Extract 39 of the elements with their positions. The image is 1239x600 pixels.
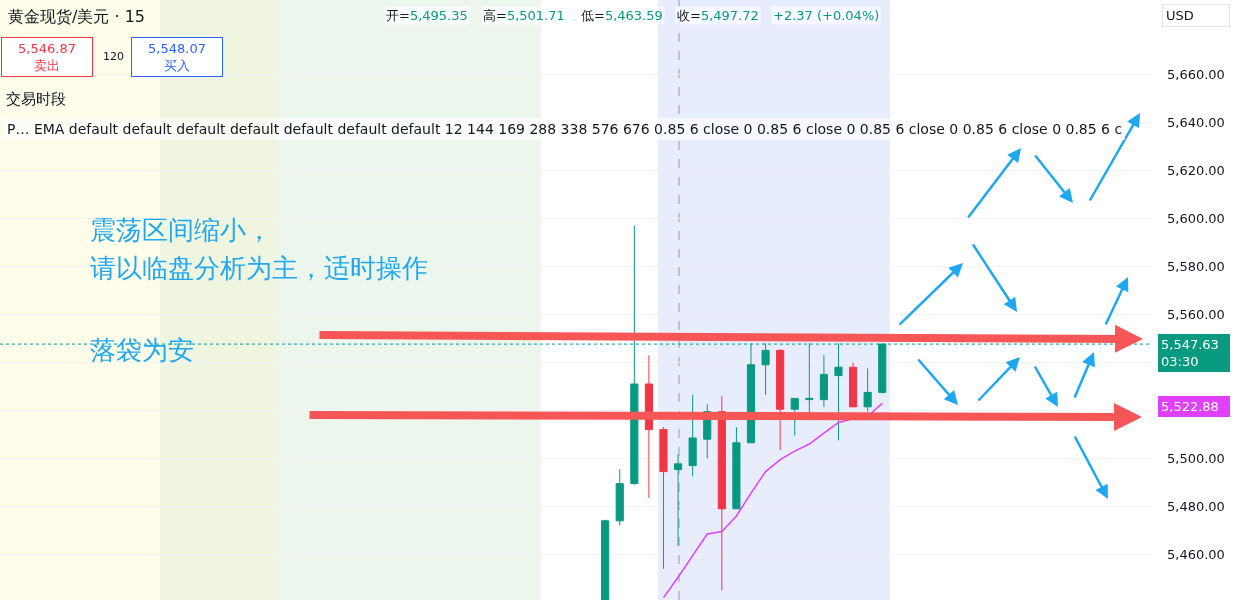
candlestick: [659, 426, 668, 570]
annotation: 交易时段: [6, 90, 66, 108]
y-tick-label: 5,480.00: [1167, 498, 1225, 514]
candlestick: [776, 348, 785, 451]
text: 黄金现货/美元 · 15: [8, 6, 146, 26]
y-tick-label: 5,600.00: [1167, 210, 1225, 226]
candlestick: [688, 394, 697, 477]
annotation: 收=5,497.72: [677, 8, 759, 23]
annotation: 低=5,463.59: [581, 8, 663, 23]
annotation: 120: [103, 50, 124, 63]
ref-line-label: 5,547.63 03:30: [1161, 337, 1219, 369]
candlestick: [732, 426, 741, 510]
annotation: 震荡区间缩小，: [90, 215, 272, 245]
candlestick: [819, 354, 828, 408]
text: USD: [1166, 8, 1194, 23]
line-series: [662, 402, 883, 599]
candlestick: [615, 468, 624, 527]
annotation: 5,546.87 卖出: [18, 41, 76, 73]
annotation: 5,548.07 买入: [148, 41, 206, 73]
annotation: P… EMA default default default default default default default 12 144 169 288 338 576 676 0.85 6 close 0 0.85 6 close 0 0.85 6 close 0 0.85 6 close 0 0.85 6 c: [7, 121, 1123, 137]
y-tick-label: 5,620.00: [1167, 162, 1225, 178]
candlestick: [790, 397, 799, 437]
y-tick-label: 5,660.00: [1167, 66, 1225, 82]
candlestick: [601, 519, 610, 600]
y-tick-label: 5,560.00: [1167, 306, 1225, 322]
y-tick-label: 5,500.00: [1167, 450, 1225, 466]
annotation: 落袋为安: [90, 335, 194, 365]
candlestick: [848, 361, 858, 408]
text: 5,522.88: [1161, 399, 1219, 414]
y-tick-label: 5,640.00: [1167, 114, 1225, 130]
candlestick: [863, 367, 872, 413]
y-tick-label: 5,460.00: [1167, 546, 1225, 562]
y-tick-label: 5,580.00: [1167, 258, 1225, 274]
annotation: 开=5,495.35: [386, 8, 468, 23]
candlestick: [674, 453, 683, 547]
annotation: 高=5,501.71: [483, 8, 565, 23]
annotation: +2.37 (+0.04%): [773, 8, 880, 23]
annotation: 请以临盘分析为主，适时操作: [90, 253, 428, 283]
candlestick: [717, 395, 726, 591]
